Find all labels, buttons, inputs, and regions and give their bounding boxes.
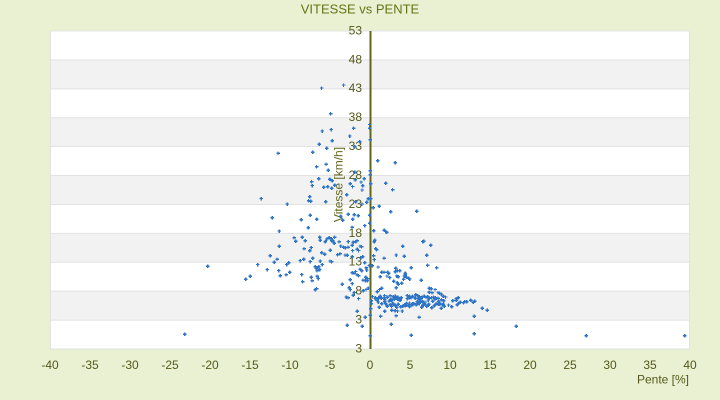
svg-text:30: 30 bbox=[603, 358, 617, 372]
svg-text:3: 3 bbox=[355, 341, 362, 355]
svg-text:-40: -40 bbox=[41, 358, 59, 372]
svg-text:20: 20 bbox=[523, 358, 537, 372]
svg-text:48: 48 bbox=[349, 52, 363, 66]
svg-text:8: 8 bbox=[355, 284, 362, 298]
svg-text:Vitesse [km/h]: Vitesse [km/h] bbox=[332, 147, 346, 222]
svg-text:35: 35 bbox=[643, 358, 657, 372]
svg-text:10: 10 bbox=[443, 358, 457, 372]
svg-text:-25: -25 bbox=[161, 358, 179, 372]
svg-text:VITESSE vs PENTE: VITESSE vs PENTE bbox=[301, 2, 420, 17]
svg-text:18: 18 bbox=[349, 226, 363, 240]
svg-text:-5: -5 bbox=[325, 358, 336, 372]
svg-text:-35: -35 bbox=[81, 358, 99, 372]
svg-text:53: 53 bbox=[349, 23, 363, 37]
svg-text:-15: -15 bbox=[241, 358, 259, 372]
svg-text:-20: -20 bbox=[201, 358, 219, 372]
svg-text:5: 5 bbox=[407, 358, 414, 372]
svg-text:25: 25 bbox=[563, 358, 577, 372]
svg-text:23: 23 bbox=[349, 197, 363, 211]
svg-text:3: 3 bbox=[355, 313, 362, 327]
svg-text:-30: -30 bbox=[121, 358, 139, 372]
svg-text:28: 28 bbox=[349, 168, 363, 182]
svg-text:43: 43 bbox=[349, 81, 363, 95]
svg-text:15: 15 bbox=[483, 358, 497, 372]
svg-text:38: 38 bbox=[349, 110, 363, 124]
svg-text:40: 40 bbox=[683, 358, 697, 372]
svg-text:Pente [%]: Pente [%] bbox=[637, 373, 689, 387]
svg-text:0: 0 bbox=[367, 358, 374, 372]
svg-text:-10: -10 bbox=[281, 358, 299, 372]
